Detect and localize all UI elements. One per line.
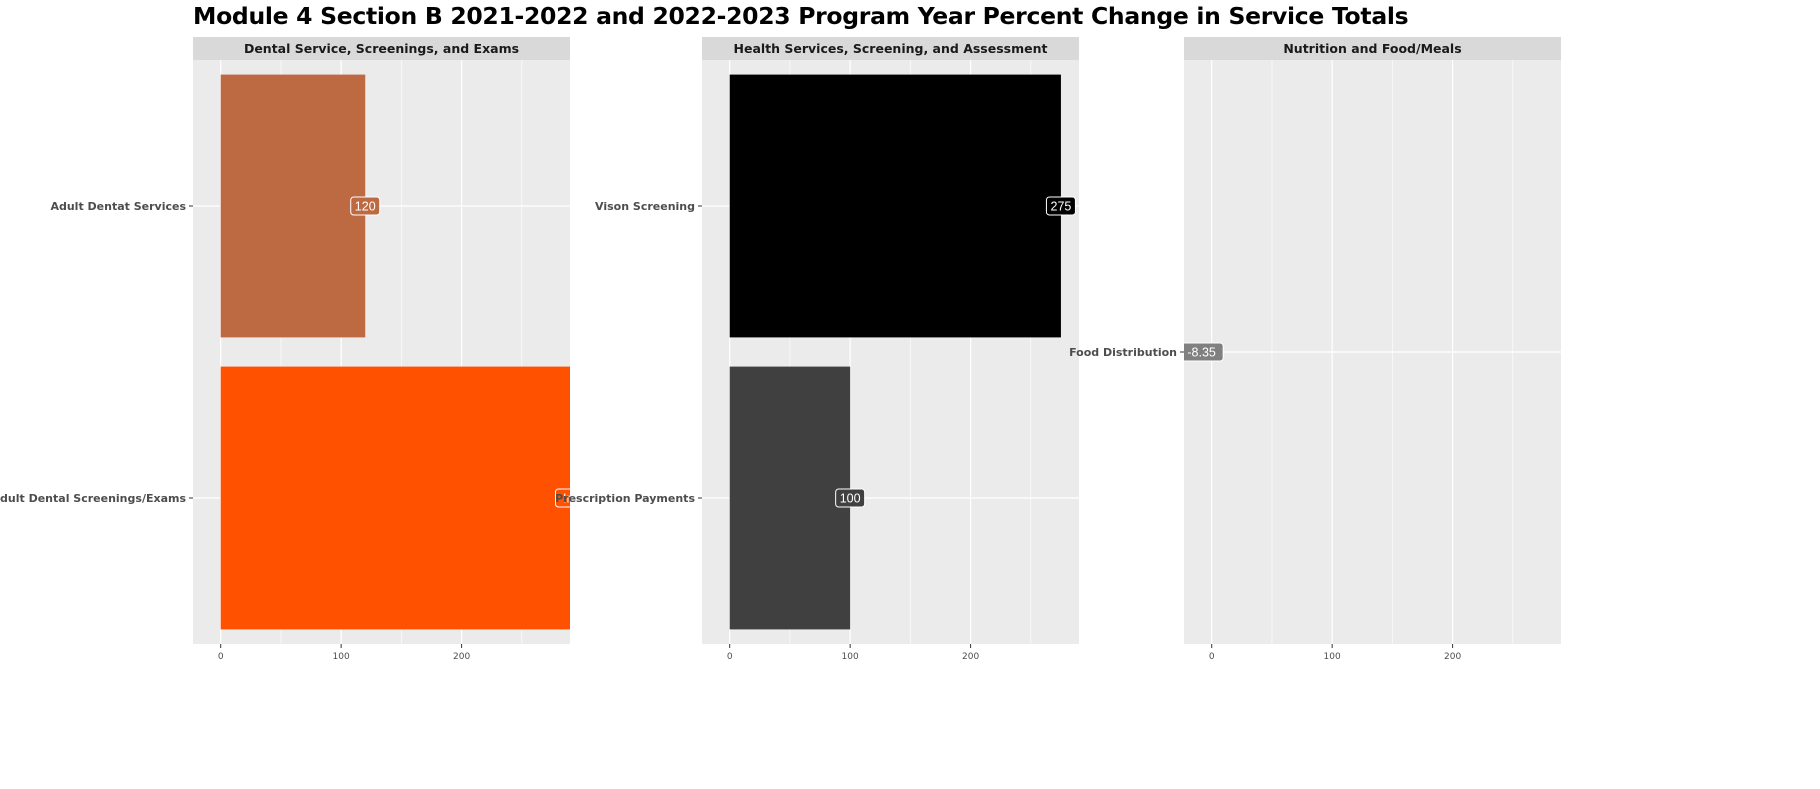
- facet-strip: [702, 37, 1079, 60]
- data-labels: 275 100: [835, 196, 1076, 508]
- data-label: 100: [840, 492, 861, 506]
- x-tick-label: 100: [333, 652, 350, 662]
- facet-title: Health Services, Screening, and Assessme…: [734, 41, 1048, 56]
- x-tick-label: 0: [1209, 652, 1215, 662]
- data-labels: -8.35: [1184, 342, 1224, 362]
- bar: [220, 74, 366, 338]
- data-label-box: [1184, 342, 1224, 362]
- data-label: Inf: [563, 492, 577, 506]
- data-label: 120: [355, 200, 376, 214]
- facet-strip: [193, 37, 570, 60]
- facet-panel-1: Dental Service, Screenings, and Exams 120…: [0, 37, 577, 662]
- facet-panel-2: Health Services, Screening, and Assessme…: [555, 37, 1079, 662]
- bar: [220, 366, 570, 630]
- x-tick-label: 200: [453, 652, 470, 662]
- data-label: -8.35: [1187, 346, 1216, 360]
- chart-title: Module 4 Section B 2021-2022 and 2022-20…: [193, 2, 1409, 30]
- data-label-box: [835, 488, 866, 508]
- facet-panel-3: Nutrition and Food/Meals -8.35 Food Distri…: [1069, 37, 1561, 662]
- bar: [729, 366, 851, 630]
- x-tick-label: 200: [1444, 652, 1461, 662]
- x-tick-label: 100: [1324, 652, 1341, 662]
- data-label-box: [350, 196, 381, 216]
- x-tick-label: 0: [727, 652, 733, 662]
- data-labels: 120 Inf: [350, 196, 577, 508]
- y-tick-label: Vison Screening: [595, 200, 695, 213]
- x-tick-label: 0: [218, 652, 224, 662]
- x-tick-label: 200: [962, 652, 979, 662]
- y-tick-label: Food Distribution: [1069, 346, 1177, 359]
- bar: [729, 74, 1061, 338]
- facet-title: Nutrition and Food/Meals: [1283, 41, 1461, 56]
- y-tick-label: Adult Dental Screenings/Exams: [0, 492, 186, 505]
- x-tick-label: 100: [842, 652, 859, 662]
- data-label-box: [555, 488, 570, 508]
- data-label-box: [1045, 196, 1076, 216]
- facet-strip: [1184, 37, 1561, 60]
- y-tick-label: Adult Dentat Services: [50, 200, 186, 213]
- data-label: 275: [1051, 200, 1072, 214]
- y-tick-label: Prescription Payments: [555, 492, 695, 505]
- facet-title: Dental Service, Screenings, and Exams: [244, 41, 519, 56]
